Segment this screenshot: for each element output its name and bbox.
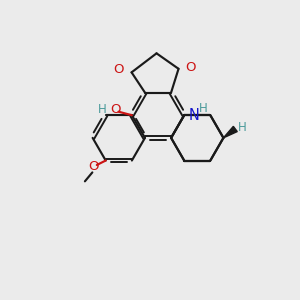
Text: O: O: [114, 64, 124, 76]
Text: H: H: [98, 103, 107, 116]
Text: H: H: [238, 121, 247, 134]
Text: O: O: [88, 160, 99, 173]
Text: H: H: [198, 102, 207, 115]
Text: N: N: [189, 108, 200, 123]
Text: O: O: [110, 103, 121, 116]
Text: O: O: [185, 61, 196, 74]
Polygon shape: [224, 126, 237, 138]
